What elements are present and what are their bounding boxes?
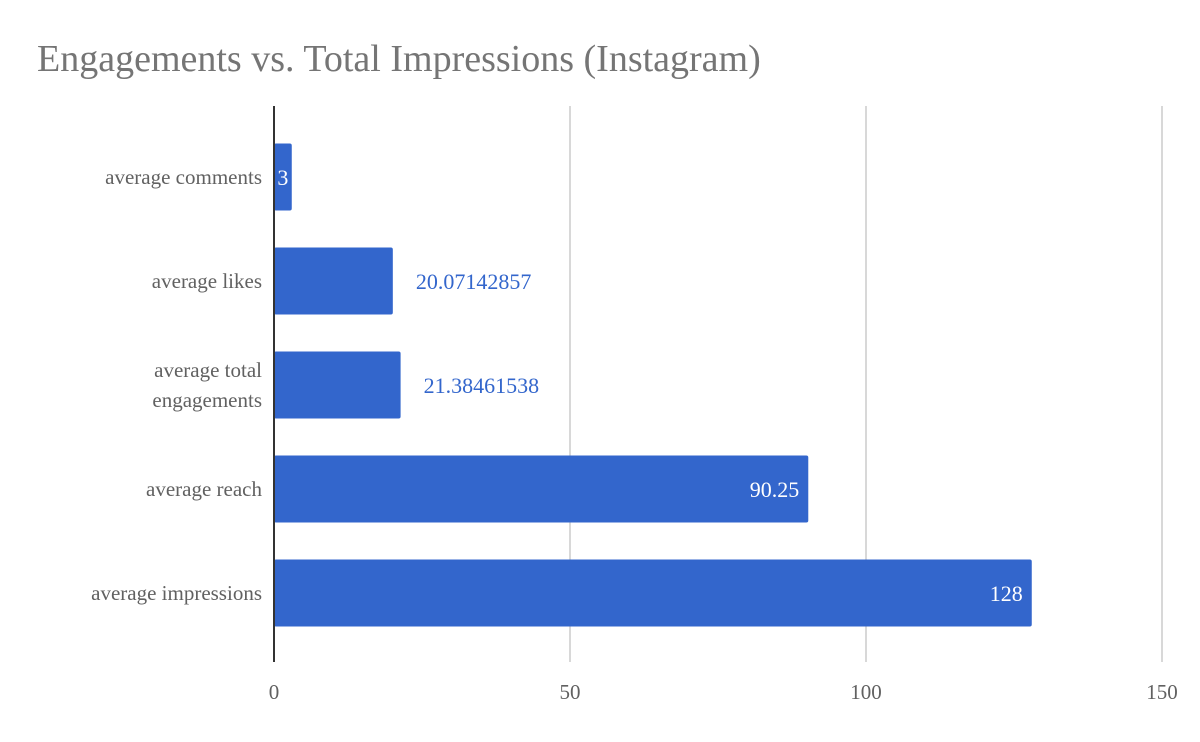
bar-average-reach [274, 455, 809, 523]
category-label-average-reach: average reach [146, 477, 262, 501]
x-tick-label-0: 0 [269, 680, 280, 704]
bar-average-likes [274, 247, 393, 315]
data-label-average-impressions: 128 [990, 581, 1023, 606]
bar-average-comments [274, 143, 292, 211]
data-label-average-likes: 20.07142857 [416, 269, 532, 294]
bar-average-total-engagements [274, 351, 401, 419]
x-tick-label-50: 50 [560, 680, 581, 704]
category-label-average-impressions: average impressions [91, 581, 262, 605]
data-label-average-total-engagements: 21.38461538 [424, 373, 540, 398]
data-label-average-comments: 3 [277, 165, 288, 190]
category-label-average-comments: average comments [105, 165, 262, 189]
bars [274, 143, 1032, 627]
category-label-average-likes: average likes [152, 269, 262, 293]
bar-average-impressions [274, 559, 1032, 627]
x-tick-label-100: 100 [850, 680, 882, 704]
chart-title: Engagements vs. Total Impressions (Insta… [37, 38, 761, 80]
category-label-average-total-engagements: average total engagements [152, 358, 262, 412]
labels: 0 50 100 150 average comments 3 average likes 2… [91, 165, 1178, 704]
x-tick-label-150: 150 [1146, 680, 1178, 704]
data-label-average-reach: 90.25 [750, 477, 800, 502]
